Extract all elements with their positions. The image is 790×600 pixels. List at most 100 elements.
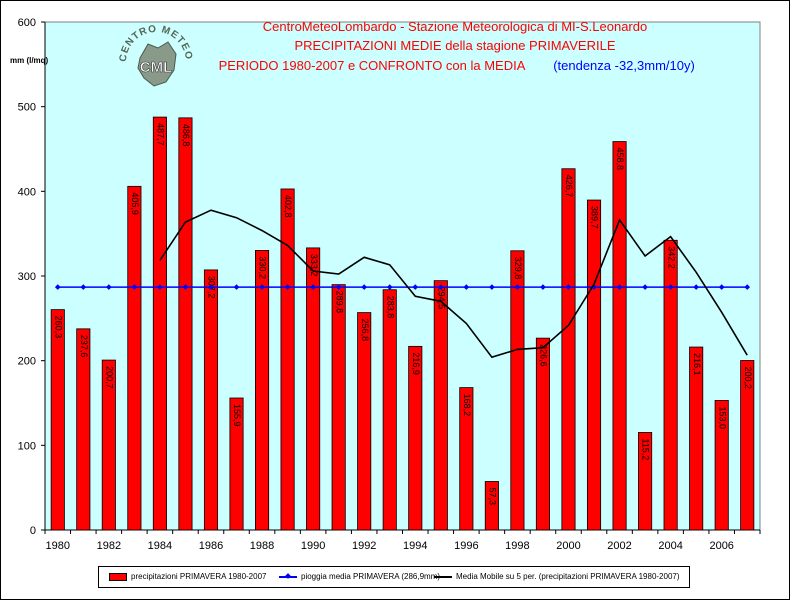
y-tick-label: 500 bbox=[18, 102, 36, 114]
bar bbox=[408, 345, 423, 531]
bar-value-label: 283,8 bbox=[385, 296, 395, 319]
mean-marker bbox=[131, 284, 138, 290]
bar bbox=[638, 432, 653, 531]
bar-labels: 260,3237,6200,7405,9487,7486,8307,2155,9… bbox=[53, 123, 752, 505]
mean-marker bbox=[565, 284, 572, 290]
x-tick-label: 1992 bbox=[352, 540, 376, 552]
bar-value-label: 256,8 bbox=[360, 319, 370, 342]
x-tick-label: 1990 bbox=[301, 540, 325, 552]
mean-marker bbox=[718, 284, 725, 290]
legend-item-precipitation: precipitazioni PRIMAVERA 1980-2007 bbox=[109, 572, 266, 581]
bar-value-label: 200,7 bbox=[104, 366, 114, 389]
moving-average-line bbox=[159, 209, 748, 359]
mean-marker bbox=[80, 284, 87, 290]
y-axis: 0 100 200 300 400 500 600 bbox=[18, 17, 46, 537]
bar bbox=[484, 481, 499, 531]
mean-marker bbox=[616, 284, 623, 290]
legend-swatch-bar bbox=[109, 572, 127, 581]
mean-marker bbox=[744, 284, 751, 290]
mean-marker bbox=[667, 284, 674, 290]
bar bbox=[459, 387, 474, 531]
mean-marker bbox=[284, 284, 291, 290]
legend-swatch-moving bbox=[434, 575, 452, 578]
mean-marker bbox=[106, 284, 112, 290]
mean-marker bbox=[463, 284, 470, 290]
bar-value-label: 389,7 bbox=[590, 206, 600, 229]
mean-marker bbox=[335, 284, 342, 290]
chart-title-line-3: PERIODO 1980-2007 e CONFRONTO con la MED… bbox=[219, 58, 526, 73]
x-tick-label: 1996 bbox=[454, 540, 478, 552]
x-tick-label: 1998 bbox=[505, 540, 529, 552]
bar bbox=[561, 168, 576, 531]
bar-value-label: 260,3 bbox=[53, 316, 63, 339]
bar bbox=[586, 199, 602, 531]
y-tick-label: 400 bbox=[18, 186, 36, 198]
y-axis-label: mm (l/mq) bbox=[10, 56, 49, 65]
bar-value-label: 426,7 bbox=[564, 175, 574, 198]
bar bbox=[663, 239, 678, 531]
bar-value-label: 405,9 bbox=[130, 192, 140, 215]
x-tick-label: 1984 bbox=[148, 540, 172, 552]
bar-value-label: 168,2 bbox=[462, 394, 472, 417]
logo-center-text: CML bbox=[140, 59, 173, 76]
bar bbox=[740, 360, 755, 531]
mean-marker bbox=[310, 284, 316, 290]
x-tick-label: 1986 bbox=[199, 540, 223, 552]
mean-marker bbox=[386, 284, 393, 290]
trend-annotation: (tendenza -32,3mm/10y) bbox=[553, 58, 695, 73]
bar bbox=[255, 250, 270, 531]
bar bbox=[433, 280, 448, 531]
legend-label-precipitation: precipitazioni PRIMAVERA 1980-2007 bbox=[131, 572, 267, 581]
x-tick-label: 2002 bbox=[607, 540, 631, 552]
mean-marker bbox=[693, 284, 699, 290]
legend-label-moving: Media Mobile su 5 per. (precipitazioni P… bbox=[456, 572, 680, 581]
bar-value-label: 216,9 bbox=[411, 352, 421, 375]
legend-item-moving-average: Media Mobile su 5 per. (precipitazioni P… bbox=[434, 572, 680, 581]
bar bbox=[152, 116, 167, 531]
legend-swatch-mean bbox=[279, 575, 297, 578]
bar bbox=[50, 309, 65, 531]
bar bbox=[510, 250, 525, 531]
x-tick-label: 2006 bbox=[709, 540, 733, 552]
bar bbox=[203, 269, 219, 531]
y-tick-label: 100 bbox=[18, 440, 36, 452]
x-axis: 1980 1982 1984 1986 1988 1990 1992 1994 1996 1998… bbox=[44, 529, 761, 552]
chart-title-line-1: CentroMeteoLombardo - Stazione Meteorolo… bbox=[263, 19, 647, 34]
mean-marker bbox=[233, 284, 240, 290]
bar bbox=[76, 328, 91, 531]
bar-value-label: 289,8 bbox=[334, 291, 344, 314]
mean-marker bbox=[514, 284, 521, 290]
bar-value-label: 402,8 bbox=[283, 195, 293, 218]
x-tick-label: 1994 bbox=[403, 540, 427, 552]
bar bbox=[382, 289, 397, 531]
bar bbox=[280, 188, 295, 531]
bar bbox=[306, 247, 321, 531]
bar bbox=[229, 397, 244, 531]
y-tick-label: 200 bbox=[18, 356, 36, 368]
mean-marker bbox=[412, 284, 419, 290]
mean-marker bbox=[208, 284, 214, 290]
bar-value-label: 487,7 bbox=[156, 123, 166, 146]
y-tick-label: 600 bbox=[18, 17, 36, 29]
legend-label-mean: pioggia media PRIMAVERA (286,9mm) bbox=[301, 572, 441, 581]
bar bbox=[101, 359, 116, 531]
bar bbox=[357, 312, 372, 531]
mean-marker bbox=[182, 284, 189, 290]
bar-value-label: 333,2 bbox=[309, 254, 319, 277]
bar bbox=[178, 117, 193, 531]
x-tick-label: 2004 bbox=[658, 540, 682, 552]
mean-marker bbox=[361, 284, 368, 290]
bar-series bbox=[50, 116, 755, 531]
x-tick-label: 1988 bbox=[250, 540, 274, 552]
bar-value-label: 216,1 bbox=[692, 353, 702, 376]
bar bbox=[612, 141, 627, 531]
mean-marker bbox=[259, 284, 265, 290]
bar-value-label: 237,6 bbox=[79, 335, 89, 358]
bar bbox=[714, 400, 729, 531]
mean-marker bbox=[437, 284, 444, 290]
legend-item-mean: pioggia media PRIMAVERA (286,9mm) bbox=[279, 572, 440, 581]
bar-value-label: 342,2 bbox=[666, 246, 676, 269]
bar bbox=[331, 284, 346, 531]
bar-value-label: 200,2 bbox=[743, 366, 753, 389]
